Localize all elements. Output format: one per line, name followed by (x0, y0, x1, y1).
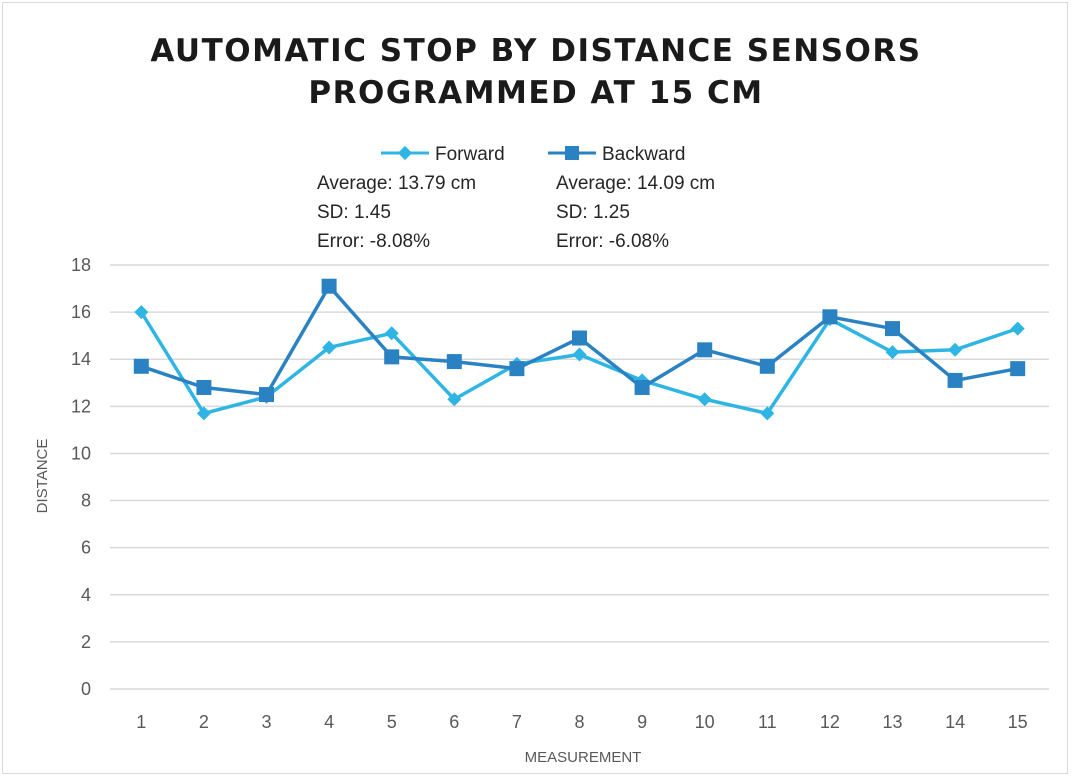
x-axis-label: MEASUREMENT (525, 749, 642, 766)
legend-backward-label: Backward (602, 144, 685, 165)
y-tick-label: 14 (71, 349, 91, 369)
gridlines (110, 264, 1049, 690)
data-point-backward (384, 349, 400, 365)
backward-stat-sd: SD: 1.25 (556, 202, 630, 223)
data-point-backward (196, 379, 212, 395)
chart-svg: AUTOMATIC STOP BY DISTANCE SENSORS PROGR… (34, 33, 1049, 766)
x-tick-label: 12 (820, 712, 840, 732)
data-point-backward (1010, 361, 1026, 377)
data-point-forward (134, 305, 149, 320)
y-tick-label: 10 (71, 443, 91, 463)
data-point-forward (697, 392, 712, 407)
data-point-forward (885, 345, 900, 360)
data-point-backward (947, 372, 963, 388)
y-tick-label: 2 (81, 632, 91, 652)
x-tick-label: 10 (695, 712, 715, 732)
y-tick-label: 16 (71, 302, 91, 322)
data-point-backward (446, 354, 462, 370)
data-point-backward (133, 358, 149, 374)
data-point-backward (572, 330, 587, 346)
data-point-forward (196, 406, 211, 421)
data-point-forward (572, 347, 587, 362)
x-tick-label: 3 (261, 712, 271, 732)
x-tick-label: 5 (387, 712, 397, 732)
legend-forward-marker (397, 145, 413, 161)
backward-stat-error: Error: -6.08% (556, 231, 669, 252)
y-tick-label: 8 (81, 491, 91, 511)
y-axis-ticks: 0 2 4 6 8 10 12 14 16 18 (71, 255, 91, 699)
data-point-forward (948, 342, 963, 357)
x-tick-label: 8 (574, 712, 584, 732)
x-tick-label: 1 (136, 712, 146, 732)
x-axis-ticks: 1 2 3 4 5 6 7 8 9 10 11 12 13 14 15 (136, 712, 1027, 732)
series-backward (133, 278, 1026, 403)
data-point-backward (759, 358, 775, 374)
chart-title-line-1: AUTOMATIC STOP BY DISTANCE SENSORS (150, 33, 921, 69)
forward-stat-error: Error: -8.08% (317, 231, 430, 252)
x-tick-label: 14 (945, 712, 965, 732)
data-point-forward (760, 406, 775, 421)
chart-title-line-2: PROGRAMMED AT 15 CM (308, 75, 763, 111)
data-point-backward (259, 387, 274, 403)
y-axis-label: DISTANCE (34, 439, 51, 514)
data-point-forward (447, 392, 462, 407)
x-tick-label: 11 (758, 712, 777, 732)
x-tick-label: 2 (199, 712, 209, 732)
y-tick-label: 6 (81, 538, 91, 558)
data-point-backward (822, 309, 838, 325)
x-tick-label: 15 (1008, 712, 1028, 732)
data-point-backward (697, 342, 713, 358)
data-point-forward (384, 326, 399, 341)
data-point-backward (509, 361, 525, 377)
series-layer (133, 278, 1026, 421)
legend-backward-marker (565, 146, 579, 160)
legend: Forward Backward (381, 144, 685, 165)
y-tick-label: 12 (71, 396, 91, 416)
legend-forward-label: Forward (435, 144, 505, 165)
data-point-backward (885, 321, 900, 337)
data-point-forward (1010, 321, 1025, 336)
y-tick-label: 4 (81, 585, 91, 605)
x-tick-label: 4 (324, 712, 334, 732)
y-tick-label: 18 (71, 255, 91, 275)
stats-forward: Average: 13.79 cm SD: 1.45 Error: -8.08% (317, 173, 476, 252)
stats-backward: Average: 14.09 cm SD: 1.25 Error: -6.08% (556, 173, 715, 252)
x-tick-label: 7 (512, 712, 522, 732)
forward-stat-average: Average: 13.79 cm (317, 173, 476, 194)
y-tick-label: 0 (81, 679, 91, 699)
x-tick-label: 9 (637, 712, 647, 732)
forward-stat-sd: SD: 1.45 (317, 202, 391, 223)
data-point-backward (321, 278, 337, 294)
x-tick-label: 6 (449, 712, 459, 732)
backward-stat-average: Average: 14.09 cm (556, 173, 715, 194)
data-point-forward (322, 340, 337, 355)
x-tick-label: 13 (882, 712, 902, 732)
data-point-backward (634, 379, 650, 395)
